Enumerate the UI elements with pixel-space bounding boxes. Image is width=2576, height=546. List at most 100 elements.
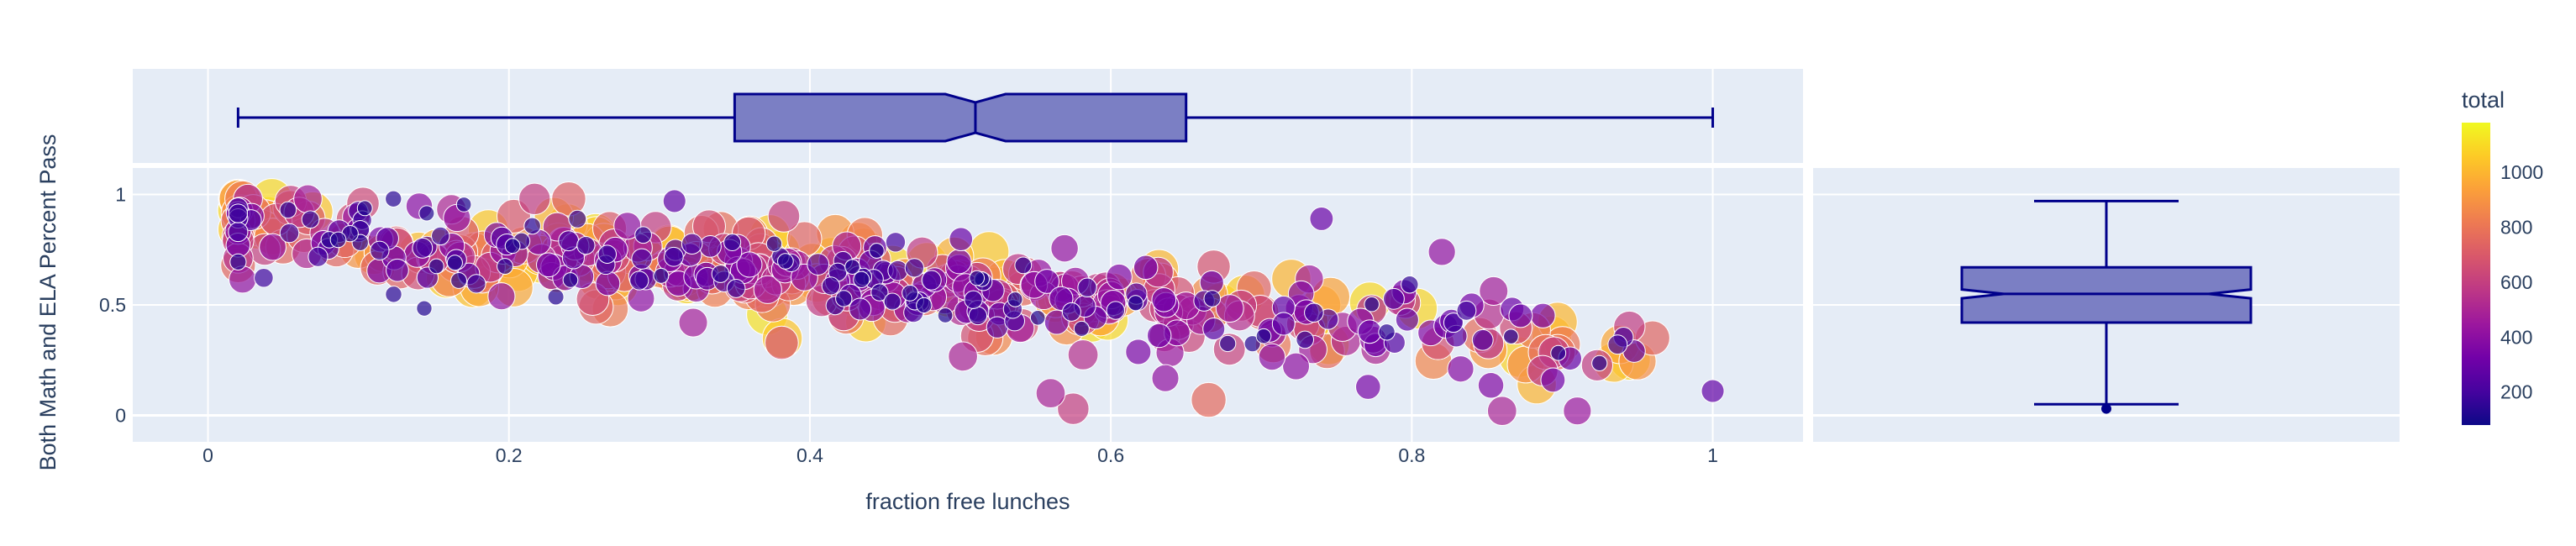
scatter-point <box>1106 263 1133 291</box>
scatter-point <box>1401 276 1419 294</box>
scatter-point <box>1061 302 1081 322</box>
scatter-point <box>1364 296 1380 312</box>
scatter-point <box>1591 354 1608 372</box>
scatter-point <box>1395 307 1419 332</box>
scatter-point <box>629 270 649 291</box>
scatter-point <box>916 297 933 314</box>
scatter-point <box>1151 364 1180 392</box>
scatter-point <box>279 223 300 244</box>
x-tick-label: 1 <box>1707 444 1718 466</box>
scatter-point <box>504 238 521 255</box>
scatter-point <box>1378 323 1396 341</box>
scatter-point <box>466 274 486 294</box>
x-tick-label: 0.6 <box>1097 444 1124 466</box>
y-tick-label: 0.5 <box>99 294 126 316</box>
scatter-point <box>949 227 974 252</box>
scatter-point <box>1034 269 1059 294</box>
scatter-point <box>1202 317 1226 341</box>
scatter-point <box>631 248 653 270</box>
x-tick-label: 0.4 <box>796 444 823 466</box>
scatter-point <box>1014 256 1033 275</box>
scatter-point <box>1456 300 1477 321</box>
scatter-point <box>634 226 652 244</box>
x-axis-title: fraction free lunches <box>865 489 1070 514</box>
scatter-point <box>1255 328 1272 344</box>
scatter-point <box>595 270 621 297</box>
colorbar-tick-label: 1000 <box>2500 161 2543 183</box>
scatter-point <box>450 271 467 289</box>
scatter-point <box>753 275 782 304</box>
x-tick-labels: 0 0.2 0.4 0.6 0.8 1 <box>202 444 1718 466</box>
scatter-point <box>523 217 541 235</box>
scatter-point <box>1443 312 1464 333</box>
scatter-point <box>699 234 722 258</box>
scatter-point <box>228 222 249 243</box>
scatter-point <box>1050 234 1079 263</box>
scatter-point <box>968 306 988 326</box>
scatter-point <box>1044 309 1070 335</box>
scatter-point <box>883 292 902 311</box>
scatter-point <box>835 290 853 307</box>
scatter-point <box>1550 344 1567 361</box>
y-box-plot <box>1960 199 2253 414</box>
colorbar-tick-label: 400 <box>2500 326 2532 348</box>
scatter-point <box>948 341 978 372</box>
scatter-point <box>1191 381 1227 418</box>
scatter-point <box>1382 287 1405 310</box>
y-tick-labels: 00.51 <box>99 184 126 427</box>
colorbar-tick-labels: 200 400 600 800 1000 <box>2500 161 2543 403</box>
scatter-point <box>777 253 794 270</box>
scatter-point <box>821 276 841 296</box>
scatter-point <box>1607 334 1628 355</box>
scatter-point <box>1355 374 1381 400</box>
scatter-point <box>279 201 297 219</box>
scatter-point <box>487 282 516 311</box>
y-axis-title: Both Math and ELA Percent Pass <box>35 134 60 471</box>
scatter-point <box>1007 291 1023 307</box>
scatter-point <box>1203 290 1222 307</box>
scatter-point <box>946 249 972 275</box>
scatter-point <box>678 307 708 338</box>
scatter-point <box>1477 372 1505 399</box>
scatter-point <box>1427 238 1456 266</box>
scatter-point <box>844 259 860 275</box>
scatter-point <box>1035 378 1066 409</box>
scatter-point <box>518 182 551 216</box>
colorbar-title: total <box>2462 87 2505 113</box>
scatter-point <box>562 272 579 288</box>
scatter-point <box>1309 207 1334 231</box>
scatter-point <box>1479 276 1509 306</box>
scatter-point <box>613 212 642 240</box>
scatter-point <box>1067 339 1099 370</box>
scatter-point <box>767 200 801 233</box>
scatter-point <box>869 243 885 259</box>
colorbar-tick-label: 200 <box>2500 381 2532 403</box>
scatter-point <box>653 267 670 284</box>
scatter-point <box>1486 396 1517 427</box>
scatter-point <box>1701 379 1725 403</box>
scatter-point <box>921 270 942 291</box>
scatter-point <box>229 253 247 270</box>
scatter-point <box>416 300 433 317</box>
scatter-point <box>887 260 909 281</box>
scatter-point <box>412 237 434 259</box>
scatter-point <box>455 197 472 213</box>
x-box-plot <box>236 92 1715 143</box>
scatter-point <box>385 190 402 208</box>
scatter-point <box>356 200 373 217</box>
scatter-point <box>664 246 684 267</box>
scatter-point <box>1296 330 1315 349</box>
scatter-point <box>853 270 870 288</box>
scatter-point <box>576 235 596 255</box>
scatter-point <box>1304 302 1324 323</box>
scatter-point <box>662 189 686 213</box>
colorbar <box>2462 123 2490 425</box>
scatter-point <box>547 288 565 306</box>
scatter-point <box>259 233 287 261</box>
scatter-point <box>1029 309 1046 326</box>
scatter-point <box>849 297 872 321</box>
scatter-point <box>446 255 463 271</box>
scatter-point <box>1540 367 1566 393</box>
x-box <box>733 92 1188 143</box>
